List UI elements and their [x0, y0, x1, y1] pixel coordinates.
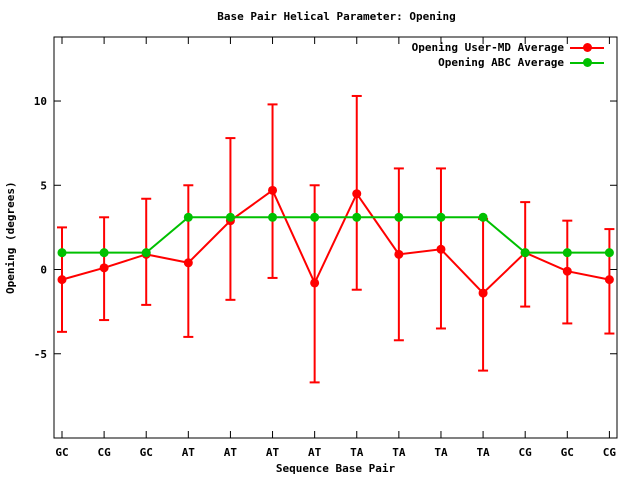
legend-label-user-md: Opening User-MD Average [411, 41, 564, 54]
y-tick-label: 5 [40, 179, 47, 192]
legend-item-user-md: Opening User-MD Average [412, 40, 604, 55]
x-tick-label: CG [603, 446, 617, 459]
x-tick-label: GC [561, 446, 574, 459]
x-tick-label: CG [519, 446, 533, 459]
legend: Opening User-MD Average Opening ABC Aver… [412, 40, 604, 70]
x-tick-label: GC [140, 446, 153, 459]
x-tick-label: TA [476, 446, 490, 459]
x-tick-label: GC [55, 446, 68, 459]
y-tick-label: 10 [34, 95, 47, 108]
x-tick-label: TA [434, 446, 448, 459]
data-point-abc [57, 248, 67, 258]
data-point-abc [141, 248, 151, 258]
x-tick-label: AT [308, 446, 322, 459]
data-point-abc [562, 248, 572, 258]
y-tick-label: -5 [34, 348, 47, 361]
data-point-abc [310, 212, 320, 222]
legend-marker-icon [582, 58, 592, 67]
data-point-abc [183, 212, 193, 222]
data-point-abc [225, 212, 235, 222]
legend-swatch-user-md [570, 43, 604, 52]
data-point-user-md [352, 189, 362, 199]
x-tick-label: TA [350, 446, 364, 459]
data-point-user-md [183, 258, 193, 268]
data-point-user-md [478, 288, 488, 298]
data-point-user-md [310, 278, 320, 288]
x-tick-label: CG [97, 446, 111, 459]
data-point-user-md [394, 249, 404, 259]
data-point-abc [99, 248, 109, 258]
data-point-abc [520, 248, 530, 258]
x-tick-label: TA [392, 446, 406, 459]
x-tick-label: AT [266, 446, 280, 459]
data-point-user-md [436, 244, 446, 254]
data-point-user-md [57, 275, 67, 285]
data-point-abc [478, 212, 488, 222]
data-point-abc [268, 212, 278, 222]
legend-label-abc: Opening ABC Average [438, 56, 564, 69]
y-tick-label: 0 [40, 264, 47, 277]
data-point-user-md [99, 263, 109, 273]
data-point-user-md [268, 185, 278, 195]
x-axis-label: Sequence Base Pair [275, 462, 396, 475]
data-point-abc [352, 212, 362, 222]
data-point-abc [436, 212, 446, 222]
series-line-user-md [61, 188, 610, 295]
chart-title: Base Pair Helical Parameter: Opening [217, 10, 456, 23]
data-point-user-md [604, 275, 614, 285]
data-point-abc [394, 212, 404, 222]
legend-swatch-abc [570, 58, 604, 67]
y-axis-label: Opening (degrees) [4, 181, 17, 295]
data-point-abc [604, 248, 614, 258]
legend-marker-icon [582, 43, 592, 52]
legend-item-abc: Opening ABC Average [412, 55, 604, 70]
data-point-user-md [562, 266, 572, 276]
x-tick-label: AT [224, 446, 238, 459]
plot-border [53, 36, 618, 439]
series-line-abc [62, 216, 610, 254]
x-tick-label: AT [182, 446, 196, 459]
